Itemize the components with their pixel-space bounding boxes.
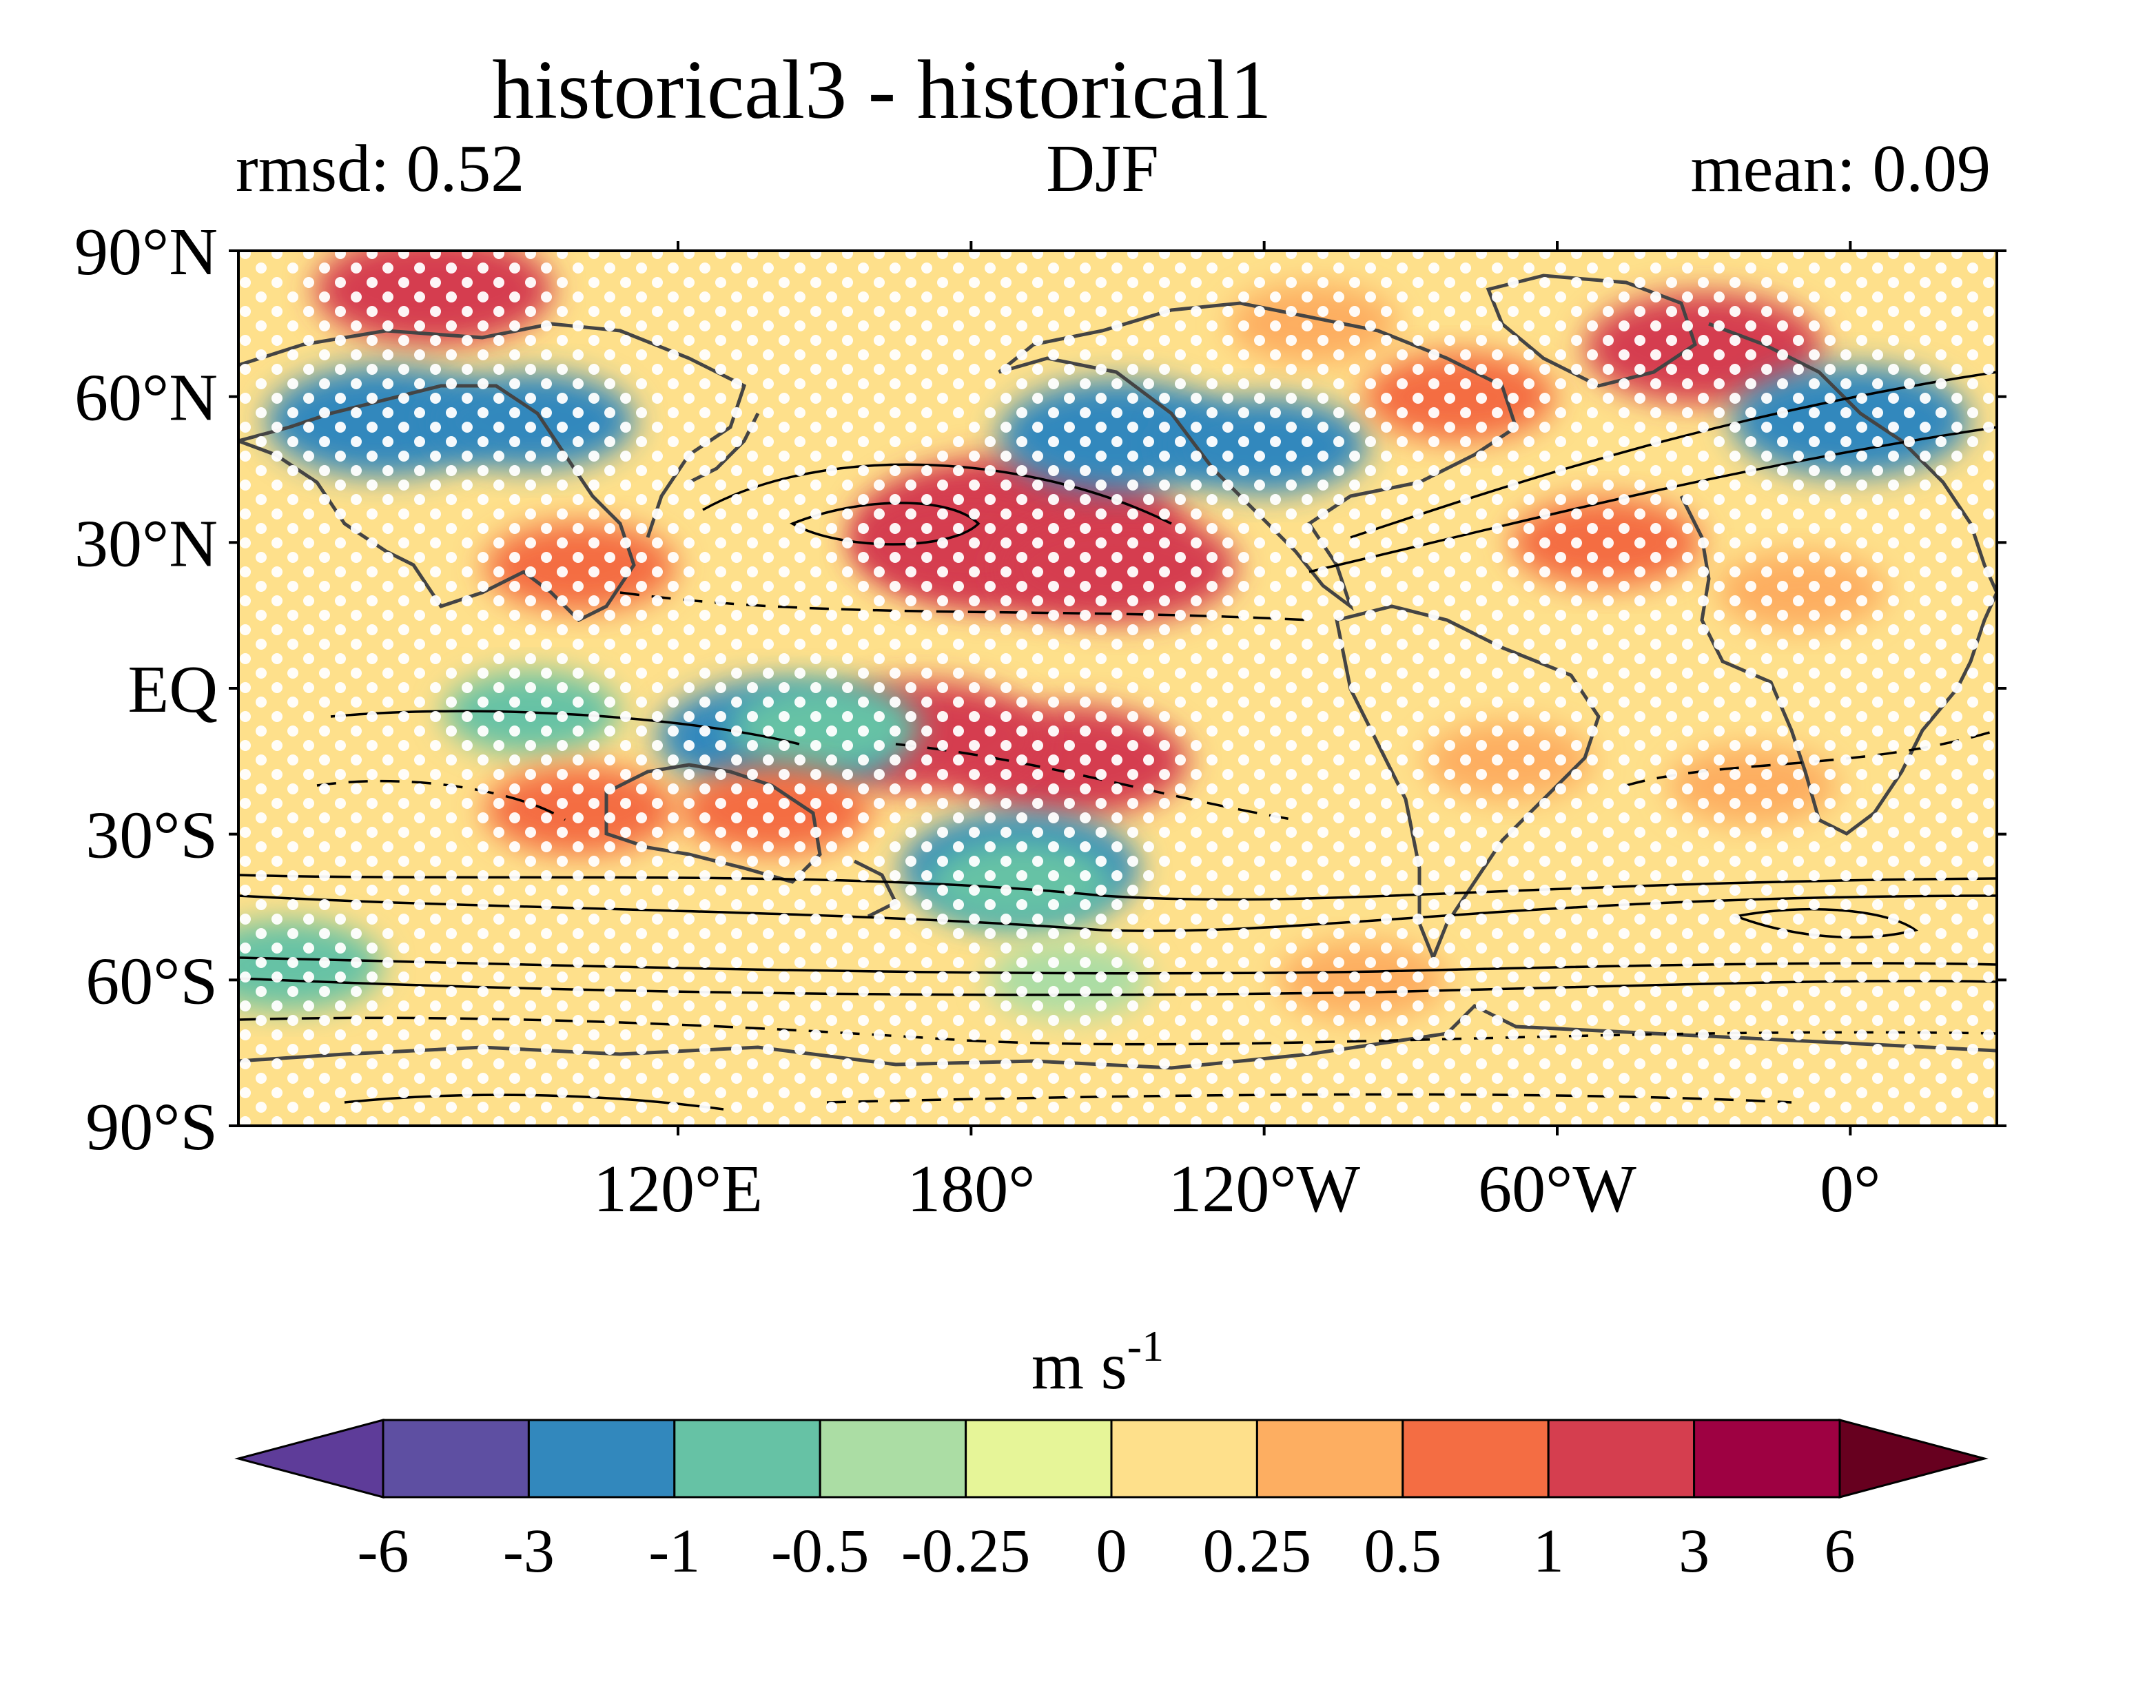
colorbar-box <box>819 1419 967 1499</box>
lon-tick-label: 60°W <box>1478 1152 1636 1226</box>
lon-tick-label: 0° <box>1820 1152 1880 1226</box>
mean-label: mean: 0.09 <box>1690 132 1991 206</box>
colorbar: m s-1 -6 -3 -1 -0.5 -0.25 0 0.25 0.5 1 3 6 <box>234 1321 1989 1585</box>
colorbar-tick-label: -0.25 <box>901 1517 1030 1585</box>
colorbar-tick-label: -6 <box>358 1517 409 1585</box>
colorbar-extend-low <box>234 1419 384 1499</box>
lat-tick-label: 90°N <box>74 215 218 289</box>
colorbar-box <box>1547 1419 1696 1499</box>
colorbar-tick-labels: -6 -3 -1 -0.5 -0.25 0 0.25 0.5 1 3 6 <box>358 1517 1856 1585</box>
lat-tick-label: 90°S <box>85 1090 218 1164</box>
colorbar-tick-label: 0 <box>1096 1517 1127 1585</box>
lon-tick-label: 120°E <box>593 1152 763 1226</box>
colorbar-tick-label: 1 <box>1533 1517 1564 1585</box>
lat-tick-label: EQ <box>127 652 218 727</box>
colorbar-box <box>1255 1419 1404 1499</box>
colorbar-boxes <box>234 1419 1989 1499</box>
colorbar-box <box>1402 1419 1550 1499</box>
colorbar-box <box>527 1419 676 1499</box>
colorbar-box <box>1110 1419 1258 1499</box>
lon-tick-label: 120°W <box>1168 1152 1360 1226</box>
colorbar-tick-label: 0.25 <box>1203 1517 1312 1585</box>
colorbar-tick-label: 0.5 <box>1364 1517 1442 1585</box>
latitude-labels: 90°N 60°N 30°N EQ 30°S 60°S 90°S <box>74 215 218 1164</box>
lat-tick-label: 30°S <box>85 799 218 873</box>
colorbar-tick-label: -1 <box>648 1517 700 1585</box>
axis-ticks <box>229 241 2006 1135</box>
colorbar-tick-label: -3 <box>503 1517 555 1585</box>
lat-tick-label: 60°S <box>85 944 218 1018</box>
chart-title: historical3 - historical1 <box>492 43 1272 136</box>
colorbar-box <box>1693 1419 1841 1499</box>
significance-stippling <box>238 251 1997 1126</box>
lon-tick-label: 180° <box>907 1152 1035 1226</box>
colorbar-extend-high <box>1838 1419 1989 1499</box>
colorbar-box <box>673 1419 821 1499</box>
season-label: DJF <box>1046 132 1159 206</box>
longitude-labels: 120°E 180° 120°W 60°W 0° <box>593 1152 1880 1226</box>
colorbar-unit-label: m s-1 <box>1031 1321 1164 1403</box>
colorbar-tick-label: 6 <box>1825 1517 1856 1585</box>
colorbar-tick-label: -0.5 <box>771 1517 869 1585</box>
colorbar-box <box>965 1419 1113 1499</box>
rmsd-label: rmsd: 0.52 <box>236 132 525 206</box>
lat-tick-label: 60°N <box>74 361 218 435</box>
colorbar-tick-label: 3 <box>1678 1517 1710 1585</box>
colorbar-box <box>382 1419 530 1499</box>
lat-tick-label: 30°N <box>74 506 218 581</box>
